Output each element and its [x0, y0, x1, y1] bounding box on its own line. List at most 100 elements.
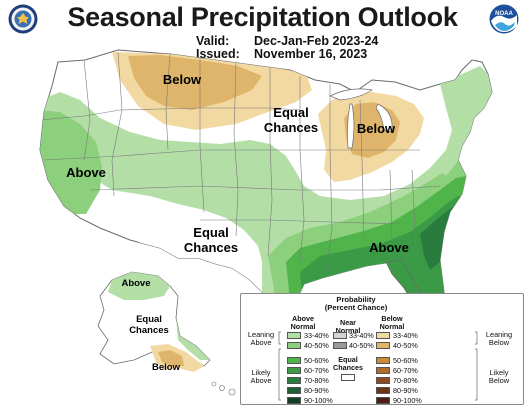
- legend-above-value: 70-80%: [304, 376, 329, 385]
- lake-michigan: [346, 103, 355, 149]
- legend-below-swatch: [376, 332, 390, 339]
- legend-above-header: Above Normal: [288, 315, 318, 331]
- legend-above-swatch: [287, 387, 301, 394]
- issued-line: Issued: November 16, 2023: [196, 47, 367, 61]
- legend-below-value: 40-50%: [393, 341, 418, 350]
- legend-above-value: 60-70%: [304, 366, 329, 375]
- legend-below-value: 60-70%: [393, 366, 418, 375]
- legend-below-header-line1: Below: [381, 314, 403, 323]
- legend-above-value: 90-100%: [304, 396, 333, 405]
- legend-below-header: Below Normal: [377, 315, 407, 331]
- legend-above-swatch: [287, 367, 301, 374]
- legend-brackets: [278, 331, 478, 401]
- legend-title-line1: Probability: [336, 295, 376, 304]
- legend-below-swatch: [376, 357, 390, 364]
- label-alaska-equal-line2: Chances: [129, 325, 169, 336]
- legend-above-swatch: [287, 342, 301, 349]
- legend-near-value: 40-50%: [349, 341, 374, 350]
- label-equal-north-line1: Equal: [273, 105, 309, 120]
- legend-equal-chances: Equal Chances: [331, 356, 365, 372]
- valid-label: Valid:: [196, 34, 230, 48]
- label-below-north: Below: [162, 72, 202, 87]
- legend-below-swatch: [376, 387, 390, 394]
- legend-above-value: 80-90%: [304, 386, 329, 395]
- region-above-west-light: [40, 92, 492, 318]
- legend-likely-above: Likely Above: [245, 369, 277, 385]
- label-equal-north-line2: Chances: [263, 120, 319, 135]
- noaa-logo-icon: NOAA: [489, 4, 519, 34]
- legend-below-value: 70-80%: [393, 376, 418, 385]
- legend-below-value: 90-100%: [393, 396, 422, 405]
- legend-equal-chances-line1: Equal: [338, 355, 358, 364]
- label-alaska-equal: Equal Chances: [124, 314, 174, 336]
- legend-leaning-below: Leaning Below: [481, 331, 517, 347]
- legend-above-swatch: [287, 357, 301, 364]
- legend-equal-chances-line2: Chances: [333, 363, 363, 372]
- legend-leaning-above-line1: Leaning: [247, 330, 275, 339]
- label-alaska-above: Above: [121, 278, 151, 289]
- legend-leaning-above: Leaning Above: [245, 331, 277, 347]
- legend-above-header-line2: Normal: [290, 322, 316, 331]
- legend-below-value: 33-40%: [393, 331, 418, 340]
- label-below-lakes: Below: [356, 121, 396, 136]
- region-below-north-dark: [128, 55, 262, 110]
- legend-equal-swatch: [341, 374, 355, 381]
- state-borders: [40, 51, 441, 271]
- legend-above-value: 40-50%: [304, 341, 329, 350]
- legend-leaning-above-line2: Above: [250, 338, 272, 347]
- region-equal-south: [102, 190, 262, 300]
- legend-likely-above-line2: Above: [250, 376, 272, 385]
- department-of-commerce-seal-icon: [8, 4, 38, 34]
- legend-above-swatch: [287, 377, 301, 384]
- legend-near-header-line1: Near: [340, 318, 356, 327]
- label-equal-south-line2: Chances: [183, 240, 239, 255]
- label-above-southeast: Above: [369, 240, 409, 255]
- legend-below-swatch: [376, 342, 390, 349]
- legend-likely-above-line1: Likely: [251, 368, 271, 377]
- label-above-west: Above: [66, 165, 106, 180]
- legend-below-value: 50-60%: [393, 356, 418, 365]
- legend-near-swatch: [333, 342, 347, 349]
- legend-near-header: Near Normal: [333, 319, 363, 335]
- legend-likely-below-line1: Likely: [489, 368, 509, 377]
- region-above-west-coast: [40, 110, 102, 214]
- legend-above-value: 33-40%: [304, 331, 329, 340]
- legend-near-swatch: [333, 332, 347, 339]
- legend-title: Probability (Percent Chance): [311, 296, 401, 312]
- label-equal-north: Equal Chances: [256, 105, 326, 135]
- valid-line: Valid: Dec-Jan-Feb 2023-24: [196, 34, 378, 48]
- label-equal-south: Equal Chances: [176, 225, 246, 255]
- label-alaska-below: Below: [152, 362, 180, 373]
- legend-above-header-line1: Above: [292, 314, 314, 323]
- valid-value: Dec-Jan-Feb 2023-24: [254, 34, 379, 48]
- legend-below-swatch: [376, 367, 390, 374]
- legend: Probability (Percent Chance) Above Norma…: [240, 293, 524, 405]
- legend-below-value: 80-90%: [393, 386, 418, 395]
- label-equal-south-line1: Equal: [193, 225, 229, 240]
- legend-near-header-line2: Normal: [335, 326, 361, 335]
- legend-below-swatch: [376, 377, 390, 384]
- legend-above-swatch: [287, 397, 301, 404]
- legend-below-swatch: [376, 397, 390, 404]
- legend-leaning-below-line1: Leaning: [485, 330, 513, 339]
- legend-leaning-below-line2: Below: [488, 338, 510, 347]
- hawaii: [211, 381, 236, 396]
- issued-value: November 16, 2023: [254, 47, 368, 61]
- legend-likely-below-line2: Below: [488, 376, 510, 385]
- legend-likely-below: Likely Below: [481, 369, 517, 385]
- legend-title-line2: (Percent Chance): [324, 303, 388, 312]
- noaa-logo-text: NOAA: [495, 11, 513, 17]
- lake-huron: [375, 103, 393, 133]
- label-alaska-equal-line1: Equal: [136, 314, 162, 325]
- alaska: [97, 271, 211, 372]
- issued-label: Issued:: [196, 47, 240, 61]
- map-title: Seasonal Precipitation Outlook: [67, 2, 458, 32]
- legend-above-value: 50-60%: [304, 356, 329, 365]
- legend-below-header-line2: Normal: [379, 322, 405, 331]
- region-above-northeast: [434, 66, 492, 176]
- lake-superior: [329, 88, 373, 101]
- legend-above-swatch: [287, 332, 301, 339]
- legend-near-value: 33-40%: [349, 331, 374, 340]
